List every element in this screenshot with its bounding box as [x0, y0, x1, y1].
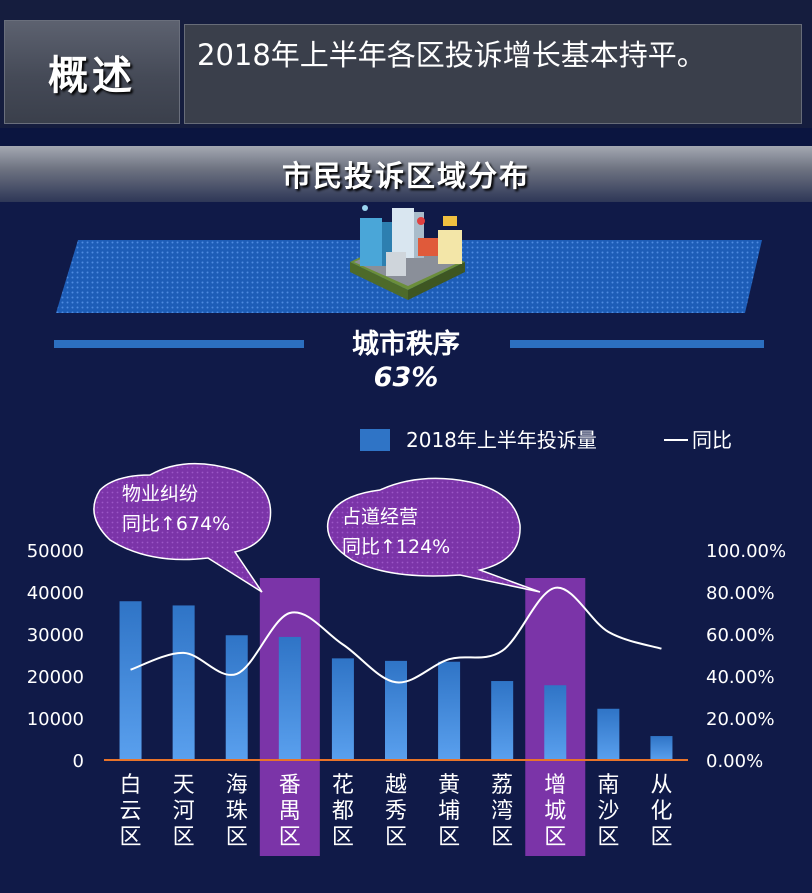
- x-tick-label: 海珠区: [226, 773, 248, 850]
- callout-1-detail: 同比↑674%: [122, 513, 230, 535]
- callout-bubble-2: 占道经营 同比↑124%: [326, 477, 541, 593]
- x-tick-label: 花都区: [332, 773, 354, 850]
- y-left-tick: 20000: [27, 667, 84, 688]
- y-left-tick: 50000: [27, 541, 84, 562]
- divider-right: [510, 340, 764, 348]
- x-tick-label: 番禺区: [279, 773, 301, 850]
- bar: [278, 636, 301, 760]
- section-label-box: 概述: [4, 20, 180, 124]
- y-left-tick: 0: [73, 751, 84, 772]
- legend-bar-label: 2018年上半年投诉量: [406, 428, 597, 452]
- x-tick-label: 南沙区: [597, 773, 619, 850]
- section-label: 概述: [48, 53, 136, 99]
- x-tick-label: 黄埔区: [438, 773, 460, 850]
- y-right-tick: 80.00%: [706, 583, 775, 604]
- panel-title-bar: 市民投诉区域分布: [0, 146, 812, 202]
- y-left-tick: 30000: [27, 625, 84, 646]
- category-label: 城市秩序: [352, 329, 460, 360]
- category-share: 63%: [373, 362, 439, 393]
- bar: [438, 661, 461, 760]
- bar: [172, 605, 195, 760]
- city-icon: [350, 205, 465, 300]
- summary-box: 2018年上半年各区投诉增长基本持平。: [184, 24, 802, 124]
- x-tick-label: 荔湾区: [491, 773, 513, 850]
- y-right-tick: 40.00%: [706, 667, 775, 688]
- x-tick-label: 增城区: [544, 773, 566, 850]
- y-right-tick: 20.00%: [706, 709, 775, 730]
- yoy-line: [130, 586, 662, 684]
- legend-line-label: 同比: [692, 428, 732, 452]
- x-tick-label: 天河区: [173, 773, 195, 850]
- panel-title: 市民投诉区域分布: [281, 159, 530, 193]
- y-left-tick: 40000: [27, 583, 84, 604]
- bar: [331, 658, 354, 760]
- bar: [225, 635, 248, 760]
- callout-2-detail: 同比↑124%: [342, 536, 450, 558]
- bar: [491, 681, 514, 760]
- x-tick-label: 白云区: [120, 773, 142, 850]
- x-tick-label: 越秀区: [385, 773, 407, 850]
- bar: [544, 685, 567, 760]
- x-tick-label: 从化区: [650, 773, 672, 850]
- y-right-tick: 0.00%: [706, 751, 763, 772]
- bar: [650, 736, 673, 760]
- legend-bar-swatch: [360, 429, 390, 451]
- y-left-tick: 10000: [27, 709, 84, 730]
- callout-1-title: 物业纠纷: [122, 483, 198, 505]
- divider-left: [54, 340, 304, 348]
- bar: [119, 601, 142, 760]
- y-right-tick: 60.00%: [706, 625, 775, 646]
- callout-2-title: 占道经营: [342, 506, 418, 528]
- callout-bubble-1: 物业纠纷 同比↑674%: [93, 462, 272, 593]
- summary-text: 2018年上半年各区投诉增长基本持平。: [197, 38, 706, 72]
- y-right-tick: 100.00%: [706, 541, 786, 562]
- bar: [385, 660, 407, 760]
- bar: [597, 708, 620, 760]
